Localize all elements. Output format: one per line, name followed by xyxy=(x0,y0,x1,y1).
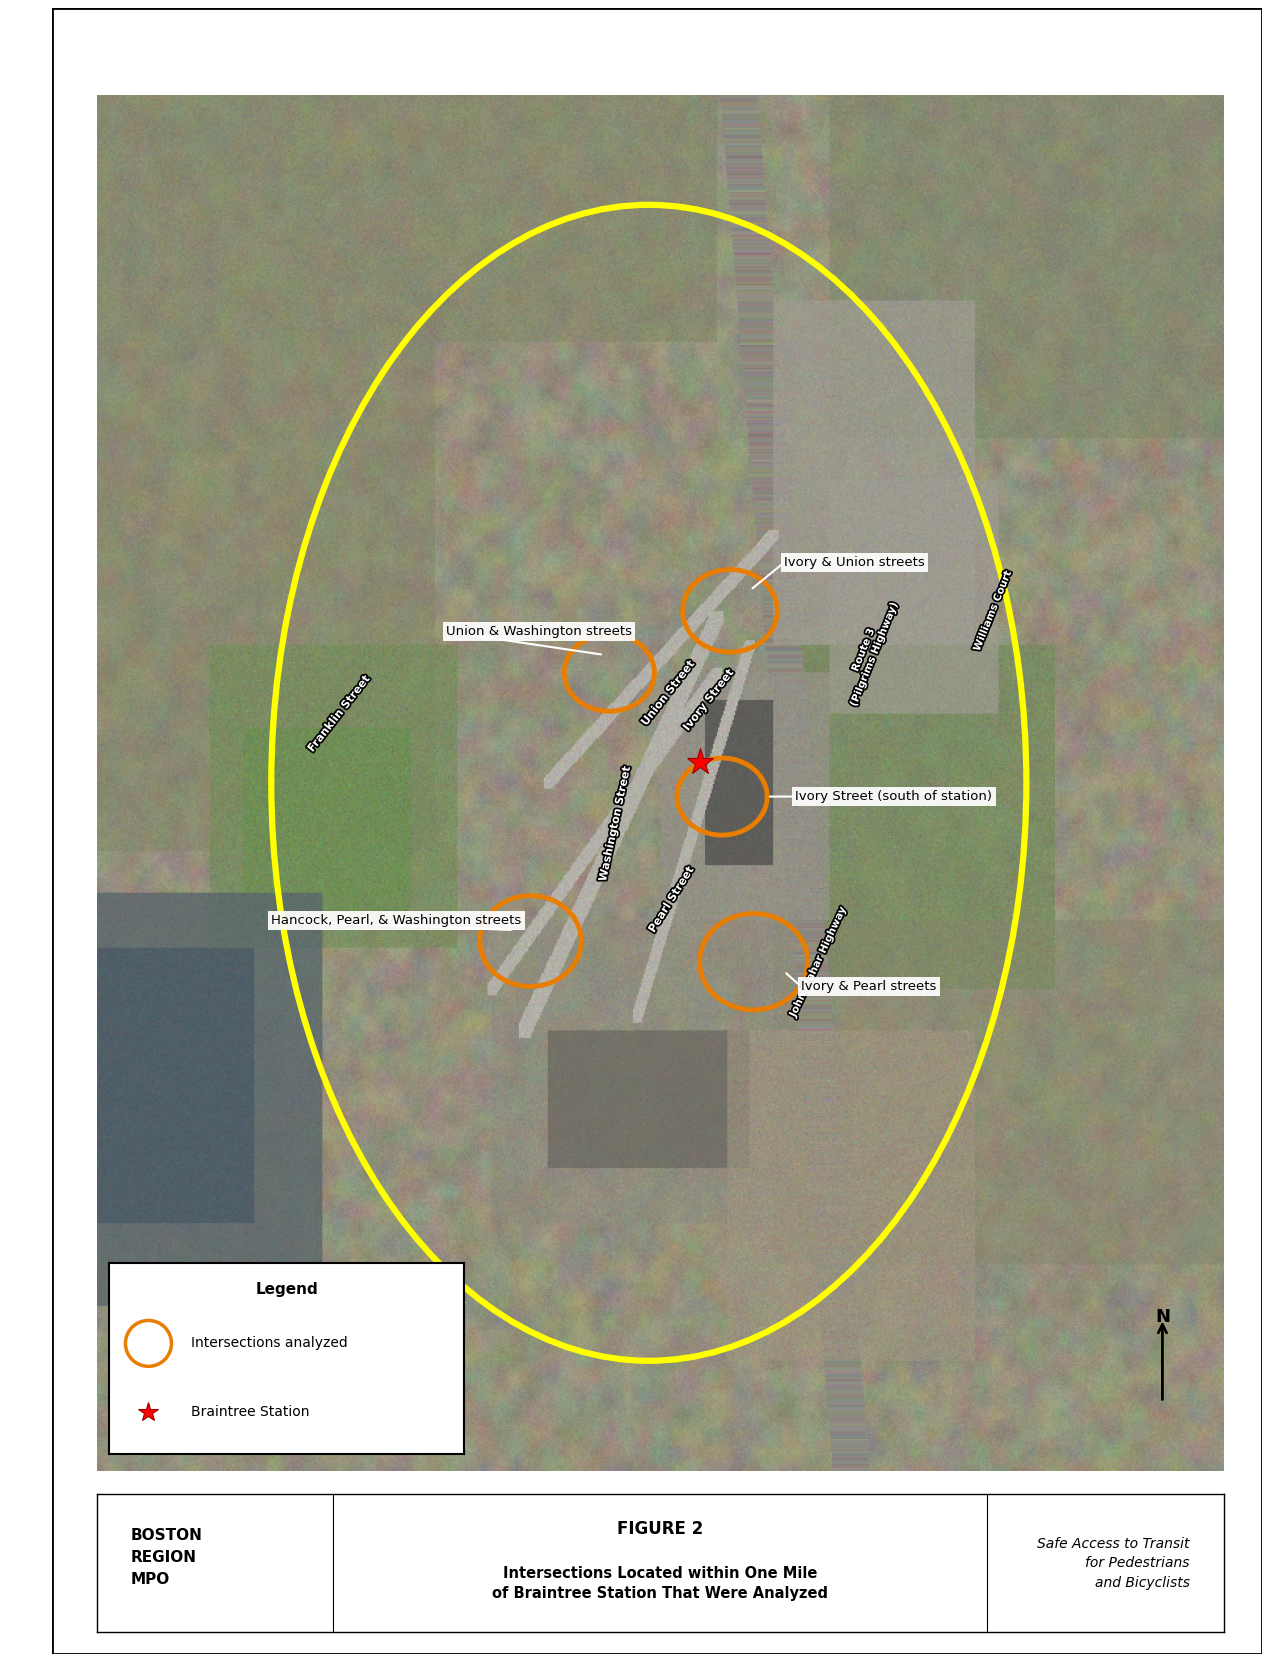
Text: Pearl Street: Pearl Street xyxy=(647,866,696,934)
Text: Union & Washington streets: Union & Washington streets xyxy=(446,625,632,638)
Text: FIGURE 2: FIGURE 2 xyxy=(617,1519,703,1537)
Text: Braintree Station: Braintree Station xyxy=(191,1404,309,1419)
Text: Hancock, Pearl, & Washington streets: Hancock, Pearl, & Washington streets xyxy=(272,914,522,927)
Text: John Mahar Highway: John Mahar Highway xyxy=(788,904,848,1019)
Text: BOSTON
REGION
MPO: BOSTON REGION MPO xyxy=(130,1529,202,1587)
Text: Intersections Located within One Mile
of Braintree Station That Were Analyzed: Intersections Located within One Mile of… xyxy=(492,1566,828,1601)
Text: Williams Court: Williams Court xyxy=(972,568,1014,653)
Text: Ivory Street: Ivory Street xyxy=(681,668,735,733)
Text: Washington Street: Washington Street xyxy=(598,766,632,883)
Text: Ivory & Union streets: Ivory & Union streets xyxy=(784,557,925,568)
Text: Legend: Legend xyxy=(255,1283,318,1298)
Text: Intersections analyzed: Intersections analyzed xyxy=(191,1336,348,1351)
Text: Franklin Street: Franklin Street xyxy=(307,675,371,755)
Text: Safe Access to Transit
for Pedestrians
and Bicyclists: Safe Access to Transit for Pedestrians a… xyxy=(1037,1537,1190,1589)
Text: Ivory & Pearl streets: Ivory & Pearl streets xyxy=(801,981,936,992)
Text: Ivory Street (south of station): Ivory Street (south of station) xyxy=(795,789,992,803)
Text: N: N xyxy=(1155,1308,1170,1326)
Text: Union Street: Union Street xyxy=(640,660,697,728)
Text: Route 3
(Pilgrims Highway): Route 3 (Pilgrims Highway) xyxy=(837,597,899,708)
